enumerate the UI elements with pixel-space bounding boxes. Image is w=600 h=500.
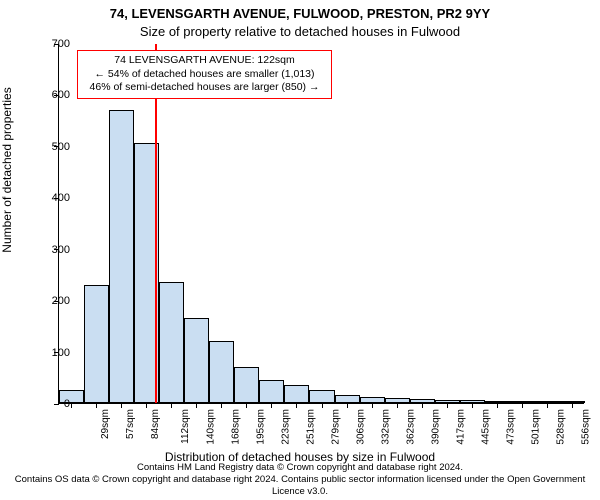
y-tick-label: 200 bbox=[30, 295, 70, 307]
footer-line2: Contains OS data © Crown copyright and d… bbox=[15, 474, 585, 497]
annotation-box: 74 LEVENSGARTH AVENUE: 122sqm← 54% of de… bbox=[77, 50, 332, 99]
annotation-line3: 46% of semi-detached houses are larger (… bbox=[84, 81, 325, 95]
x-tick-label: 168sqm bbox=[230, 409, 241, 445]
x-tick-label: 223sqm bbox=[280, 409, 291, 445]
x-tick-label: 306sqm bbox=[356, 409, 367, 445]
y-tick-label: 100 bbox=[30, 347, 70, 359]
plot-area: 29sqm57sqm84sqm112sqm140sqm168sqm195sqm2… bbox=[58, 44, 584, 404]
histogram-bar bbox=[109, 110, 134, 403]
x-tick-label: 556sqm bbox=[581, 409, 592, 445]
x-tick-label: 29sqm bbox=[100, 409, 111, 439]
x-tick-mark bbox=[522, 403, 523, 408]
y-tick-label: 400 bbox=[30, 192, 70, 204]
y-tick-label: 300 bbox=[30, 244, 70, 256]
x-tick-label: 390sqm bbox=[431, 409, 442, 445]
x-tick-mark bbox=[372, 403, 373, 408]
chart-title-line2: Size of property relative to detached ho… bbox=[0, 24, 600, 39]
x-tick-mark bbox=[472, 403, 473, 408]
x-tick-mark bbox=[196, 403, 197, 408]
histogram-bar bbox=[184, 318, 209, 403]
x-tick-mark bbox=[497, 403, 498, 408]
chart-title-line1: 74, LEVENSGARTH AVENUE, FULWOOD, PRESTON… bbox=[0, 6, 600, 21]
x-tick-mark bbox=[296, 403, 297, 408]
x-tick-mark bbox=[246, 403, 247, 408]
histogram-bar bbox=[309, 390, 334, 403]
y-tick-label: 600 bbox=[30, 89, 70, 101]
x-tick-label: 140sqm bbox=[205, 409, 216, 445]
histogram-bar bbox=[284, 385, 309, 403]
y-tick-label: 500 bbox=[30, 141, 70, 153]
x-tick-mark bbox=[322, 403, 323, 408]
x-tick-label: 279sqm bbox=[331, 409, 342, 445]
footer-line1: Contains HM Land Registry data © Crown c… bbox=[137, 462, 463, 473]
x-tick-label: 445sqm bbox=[481, 409, 492, 445]
histogram-bar bbox=[159, 282, 184, 403]
y-axis-label: Number of detached properties bbox=[0, 0, 14, 200]
x-tick-mark bbox=[146, 403, 147, 408]
x-tick-label: 112sqm bbox=[180, 409, 191, 444]
histogram-bar bbox=[209, 341, 234, 403]
y-tick-label: 700 bbox=[30, 38, 70, 50]
histogram-bar bbox=[335, 395, 360, 403]
x-tick-label: 251sqm bbox=[305, 409, 316, 445]
x-tick-label: 528sqm bbox=[556, 409, 567, 445]
x-tick-mark bbox=[221, 403, 222, 408]
x-tick-label: 84sqm bbox=[150, 409, 161, 439]
x-tick-mark bbox=[422, 403, 423, 408]
x-tick-mark bbox=[271, 403, 272, 408]
x-tick-label: 501sqm bbox=[531, 409, 542, 445]
annotation-line1: 74 LEVENSGARTH AVENUE: 122sqm bbox=[84, 54, 325, 68]
x-tick-mark bbox=[171, 403, 172, 408]
x-tick-mark bbox=[121, 403, 122, 408]
x-tick-mark bbox=[572, 403, 573, 408]
x-tick-label: 473sqm bbox=[506, 409, 517, 445]
annotation-line2: ← 54% of detached houses are smaller (1,… bbox=[84, 68, 325, 82]
x-tick-mark bbox=[347, 403, 348, 408]
histogram-bar bbox=[259, 380, 284, 403]
x-tick-label: 332sqm bbox=[381, 409, 392, 445]
x-tick-mark bbox=[96, 403, 97, 408]
x-tick-label: 195sqm bbox=[255, 409, 266, 445]
chart-container: 74, LEVENSGARTH AVENUE, FULWOOD, PRESTON… bbox=[0, 0, 600, 500]
histogram-bar bbox=[234, 367, 259, 403]
x-tick-mark bbox=[71, 403, 72, 408]
x-tick-mark bbox=[547, 403, 548, 408]
x-tick-label: 417sqm bbox=[456, 409, 467, 445]
histogram-bar bbox=[84, 285, 109, 403]
y-tick-label: 0 bbox=[30, 398, 70, 410]
x-tick-mark bbox=[397, 403, 398, 408]
x-tick-mark bbox=[447, 403, 448, 408]
copyright-footer: Contains HM Land Registry data © Crown c… bbox=[0, 462, 600, 498]
x-tick-label: 57sqm bbox=[125, 409, 136, 439]
x-tick-label: 362sqm bbox=[406, 409, 417, 445]
